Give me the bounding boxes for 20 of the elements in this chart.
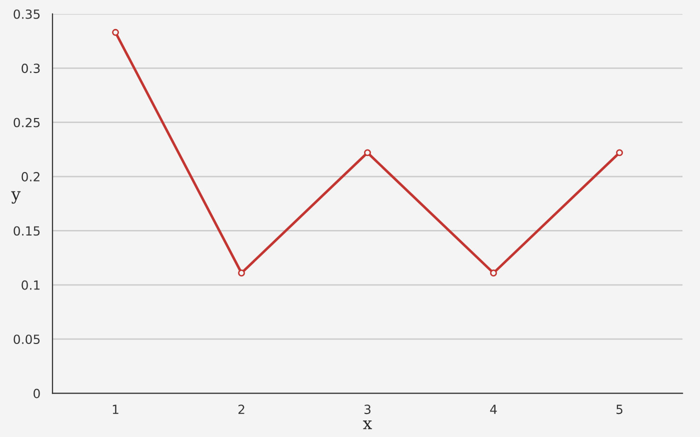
x-tick-label: 2 — [238, 404, 244, 414]
point — [364, 149, 371, 156]
point — [238, 270, 245, 276]
y-tick-label: 0.3 — [22, 64, 40, 74]
y-tick-label: 0 — [34, 388, 40, 398]
point — [490, 270, 497, 276]
y-axis-title: y — [11, 191, 21, 204]
point — [616, 149, 623, 156]
y-tick-label: 0.35 — [14, 9, 40, 19]
y-tick-label: 0.25 — [14, 118, 40, 128]
x-axis-title: x — [363, 420, 372, 430]
y-tick-label: 0.05 — [14, 334, 40, 344]
x-tick-label: 3 — [364, 404, 370, 414]
x-tick-label: 1 — [112, 404, 118, 414]
y-tick-label: 0.1 — [22, 280, 40, 290]
x-tick-label: 4 — [490, 404, 497, 414]
x-tick-label: 5 — [616, 404, 622, 414]
point — [112, 28, 119, 36]
y-tick-label: 0.2 — [22, 172, 40, 182]
y-tick-label: 0.15 — [14, 226, 40, 236]
